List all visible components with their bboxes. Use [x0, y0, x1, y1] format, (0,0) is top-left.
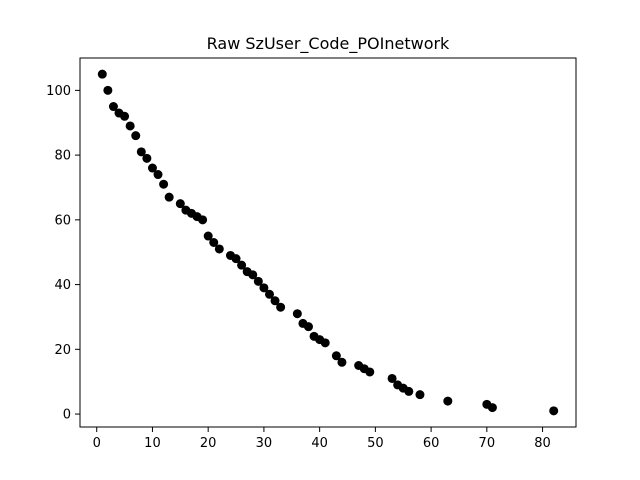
data-point: [387, 373, 397, 383]
data-point: [303, 322, 313, 332]
data-point: [237, 260, 247, 270]
data-point: [108, 102, 118, 112]
data-point: [259, 283, 269, 293]
y-tick-label: 0: [63, 408, 71, 423]
data-point: [175, 199, 185, 209]
x-tick-label: 60: [423, 436, 440, 451]
data-point: [248, 270, 258, 280]
data-point: [365, 367, 375, 377]
data-point: [203, 231, 213, 241]
data-point: [320, 338, 330, 348]
data-point: [136, 147, 146, 157]
data-point: [209, 238, 219, 247]
data-point: [125, 121, 135, 131]
data-point: [153, 170, 163, 180]
data-point: [337, 357, 347, 367]
data-point: [147, 163, 157, 173]
x-tick-label: 20: [200, 436, 217, 451]
data-point: [264, 289, 274, 299]
data-point: [331, 351, 341, 361]
data-point: [198, 215, 208, 225]
y-tick-label: 20: [54, 343, 71, 358]
data-point: [487, 403, 497, 413]
data-point: [404, 386, 414, 396]
y-tick-label: 40: [54, 278, 71, 293]
y-tick-label: 80: [54, 149, 71, 164]
y-tick-label: 100: [46, 84, 71, 99]
axes: 0 10 20 30 40 50 60 70 80 0 20 40 60 80 100: [46, 84, 551, 451]
chart-title: Raw SzUser_Code_POInetwork: [207, 34, 450, 54]
data-point: [131, 131, 141, 141]
x-tick-label: 40: [311, 436, 328, 451]
x-tick-label: 70: [479, 436, 496, 451]
data-point: [253, 276, 263, 286]
data-point: [443, 396, 453, 406]
x-tick-label: 30: [256, 436, 273, 451]
data-point: [159, 179, 169, 189]
data-point: [142, 153, 152, 163]
data-point: [415, 390, 425, 400]
x-tick-label: 10: [144, 436, 161, 451]
data-point: [549, 406, 559, 416]
x-tick-label: 80: [534, 436, 551, 451]
x-tick-label: 0: [93, 436, 101, 451]
y-tick-label: 60: [54, 213, 71, 228]
data-point: [97, 69, 107, 79]
data-point: [164, 192, 174, 202]
x-tick-label: 50: [367, 436, 384, 451]
data-point: [231, 254, 241, 264]
data-point: [292, 309, 302, 319]
data-point: [214, 244, 224, 254]
data-point: [120, 111, 130, 121]
plot-area: [97, 69, 559, 416]
data-point: [103, 85, 113, 95]
data-point: [270, 296, 280, 306]
axes-frame: [79, 57, 577, 428]
data-point: [276, 302, 286, 312]
